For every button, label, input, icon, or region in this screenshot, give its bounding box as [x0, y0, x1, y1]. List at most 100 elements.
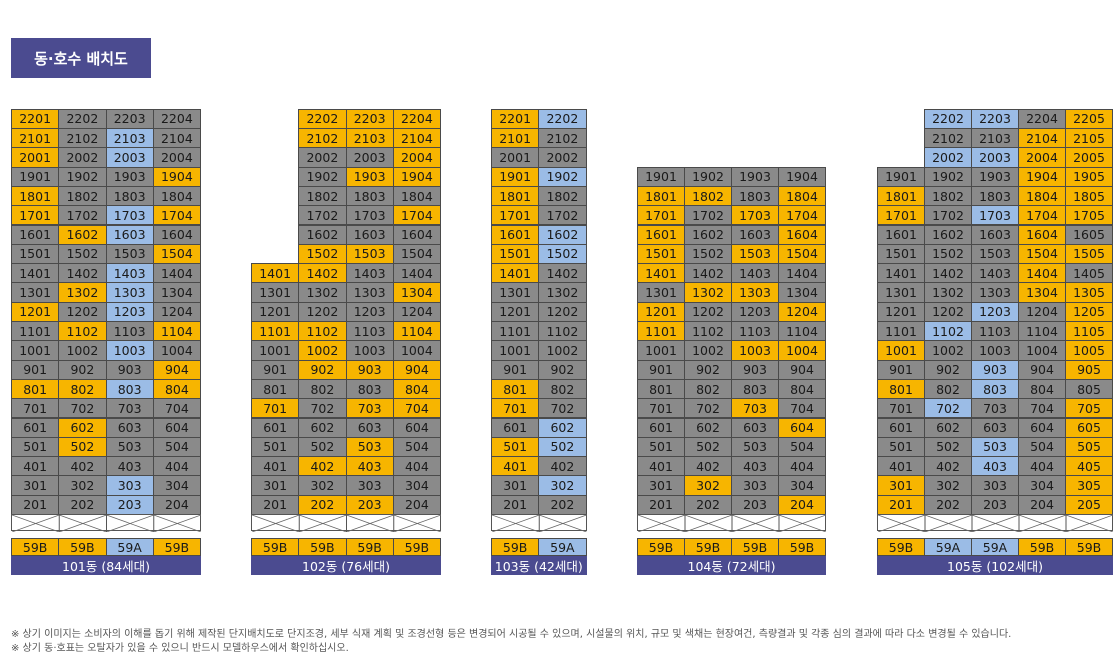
- unit-cell[interactable]: 604: [392, 417, 441, 438]
- unit-cell[interactable]: 501: [877, 436, 925, 458]
- unit-cell[interactable]: 1102: [298, 321, 347, 342]
- unit-cell[interactable]: 1102: [538, 321, 587, 342]
- unit-cell[interactable]: 1901: [11, 166, 60, 187]
- unit-cell[interactable]: 904: [392, 359, 441, 380]
- unit-cell[interactable]: 804: [778, 378, 826, 400]
- unit-cell[interactable]: 401: [637, 456, 685, 477]
- unit-cell[interactable]: 402: [58, 456, 107, 477]
- unit-cell[interactable]: 302: [298, 475, 347, 496]
- unit-cell[interactable]: 1203: [971, 301, 1019, 322]
- unit-cell[interactable]: 402: [298, 456, 347, 477]
- unit-cell[interactable]: 1601: [491, 224, 540, 245]
- unit-cell[interactable]: 602: [924, 417, 972, 438]
- unit-cell[interactable]: 304: [152, 475, 201, 496]
- unit-cell[interactable]: 301: [251, 475, 300, 496]
- unit-cell[interactable]: 1504: [1018, 243, 1066, 265]
- unit-cell[interactable]: 2101: [11, 128, 60, 149]
- unit-cell[interactable]: 1402: [538, 263, 587, 284]
- unit-cell[interactable]: 2002: [58, 147, 107, 168]
- unit-cell[interactable]: 1302: [684, 282, 732, 303]
- unit-cell[interactable]: 2203: [345, 108, 394, 129]
- unit-cell[interactable]: 802: [58, 378, 107, 400]
- unit-cell[interactable]: 204: [778, 494, 826, 515]
- unit-cell[interactable]: 903: [105, 359, 154, 380]
- unit-cell[interactable]: 302: [684, 475, 732, 496]
- unit-cell[interactable]: 301: [491, 475, 540, 496]
- unit-cell[interactable]: 1804: [778, 185, 826, 207]
- unit-cell[interactable]: 702: [924, 398, 972, 419]
- unit-cell[interactable]: 303: [345, 475, 394, 496]
- unit-cell[interactable]: 303: [731, 475, 779, 496]
- unit-cell[interactable]: 1602: [684, 224, 732, 245]
- unit-cell[interactable]: 1104: [152, 321, 201, 342]
- unit-cell[interactable]: 2003: [105, 147, 154, 168]
- unit-cell[interactable]: 1705: [1065, 205, 1113, 226]
- unit-cell[interactable]: 1203: [105, 301, 154, 322]
- unit-cell[interactable]: 2004: [392, 147, 441, 168]
- unit-cell[interactable]: 305: [1065, 475, 1113, 496]
- unit-cell[interactable]: 2204: [152, 108, 201, 129]
- unit-cell[interactable]: 1201: [251, 301, 300, 322]
- unit-cell[interactable]: 1702: [58, 205, 107, 226]
- unit-cell[interactable]: 1003: [105, 340, 154, 361]
- unit-cell[interactable]: 1701: [491, 205, 540, 226]
- unit-cell[interactable]: 1004: [392, 340, 441, 361]
- unit-cell[interactable]: 702: [58, 398, 107, 419]
- unit-cell[interactable]: 501: [251, 436, 300, 458]
- unit-cell[interactable]: 1902: [684, 166, 732, 187]
- unit-cell[interactable]: 1003: [345, 340, 394, 361]
- unit-cell[interactable]: 1202: [58, 301, 107, 322]
- unit-cell[interactable]: 1404: [1018, 263, 1066, 284]
- unit-cell[interactable]: 1903: [105, 166, 154, 187]
- unit-cell[interactable]: 1402: [58, 263, 107, 284]
- unit-cell[interactable]: 702: [684, 398, 732, 419]
- unit-cell[interactable]: 301: [11, 475, 60, 496]
- unit-cell[interactable]: 1302: [58, 282, 107, 303]
- unit-cell[interactable]: 2103: [345, 128, 394, 149]
- unit-cell[interactable]: 1204: [1018, 301, 1066, 322]
- unit-cell[interactable]: 1302: [538, 282, 587, 303]
- unit-cell[interactable]: 1103: [971, 321, 1019, 342]
- unit-cell[interactable]: 1703: [345, 205, 394, 226]
- unit-cell[interactable]: 1203: [731, 301, 779, 322]
- unit-cell[interactable]: 2004: [152, 147, 201, 168]
- unit-cell[interactable]: 604: [778, 417, 826, 438]
- unit-cell[interactable]: 1302: [924, 282, 972, 303]
- unit-cell[interactable]: 1604: [392, 224, 441, 245]
- unit-cell[interactable]: 801: [877, 378, 925, 400]
- unit-cell[interactable]: 202: [684, 494, 732, 515]
- unit-cell[interactable]: 403: [345, 456, 394, 477]
- unit-cell[interactable]: 2105: [1065, 128, 1113, 149]
- unit-cell[interactable]: 1802: [298, 185, 347, 207]
- unit-cell[interactable]: 1001: [877, 340, 925, 361]
- unit-cell[interactable]: 502: [538, 436, 587, 458]
- unit-cell[interactable]: 1902: [58, 166, 107, 187]
- unit-cell[interactable]: 1805: [1065, 185, 1113, 207]
- unit-cell[interactable]: 503: [971, 436, 1019, 458]
- unit-cell[interactable]: 1703: [105, 205, 154, 226]
- unit-cell[interactable]: 1401: [491, 263, 540, 284]
- unit-cell[interactable]: 602: [298, 417, 347, 438]
- unit-cell[interactable]: 1803: [971, 185, 1019, 207]
- unit-cell[interactable]: 401: [877, 456, 925, 477]
- unit-cell[interactable]: 1601: [11, 224, 60, 245]
- unit-cell[interactable]: 404: [392, 456, 441, 477]
- unit-cell[interactable]: 1605: [1065, 224, 1113, 245]
- unit-cell[interactable]: 304: [1018, 475, 1066, 496]
- unit-cell[interactable]: 1001: [491, 340, 540, 361]
- unit-cell[interactable]: 1204: [152, 301, 201, 322]
- unit-cell[interactable]: 1804: [1018, 185, 1066, 207]
- unit-cell[interactable]: 601: [251, 417, 300, 438]
- unit-cell[interactable]: 1603: [971, 224, 1019, 245]
- unit-cell[interactable]: 704: [392, 398, 441, 419]
- unit-cell[interactable]: 2002: [298, 147, 347, 168]
- unit-cell[interactable]: 1304: [152, 282, 201, 303]
- unit-cell[interactable]: 1403: [105, 263, 154, 284]
- unit-cell[interactable]: 1003: [971, 340, 1019, 361]
- unit-cell[interactable]: 1502: [538, 243, 587, 265]
- unit-cell[interactable]: 204: [1018, 494, 1066, 515]
- unit-cell[interactable]: 1603: [731, 224, 779, 245]
- unit-cell[interactable]: 1802: [924, 185, 972, 207]
- unit-cell[interactable]: 1803: [105, 185, 154, 207]
- unit-cell[interactable]: 201: [491, 494, 540, 515]
